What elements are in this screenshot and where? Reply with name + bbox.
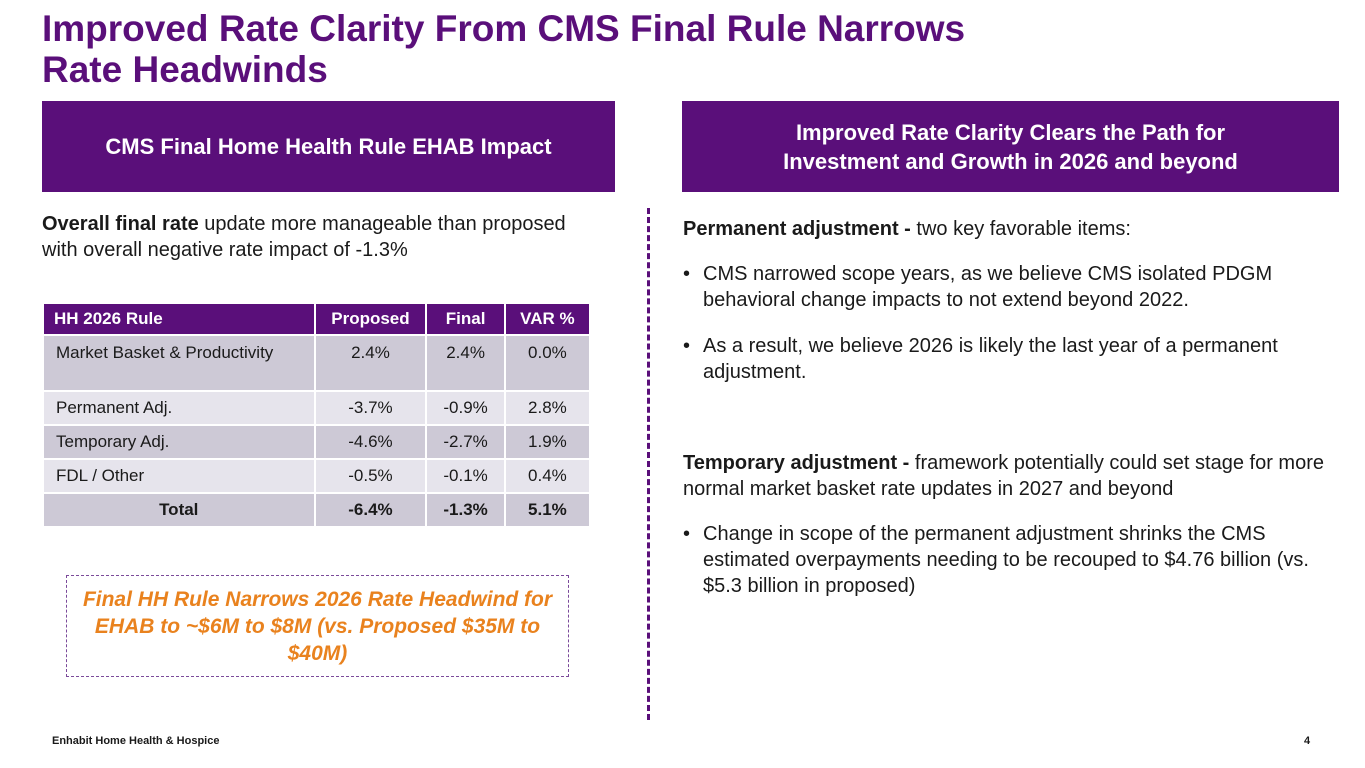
intro-text: Overall final rate update more manageabl…: [42, 211, 602, 263]
bullet-text: As a result, we believe 2026 is likely t…: [703, 335, 1278, 383]
page-number: 4: [1304, 735, 1311, 747]
permanent-rest: two key favorable items:: [910, 218, 1131, 240]
cell-final: -0.1%: [427, 460, 504, 492]
intro-rest: update more manageable than proposed wit…: [42, 213, 566, 261]
bullet-text: CMS narrowed scope years, as we believe …: [703, 263, 1273, 311]
table-row: Permanent Adj. -3.7% -0.9% 2.8%: [44, 392, 589, 424]
right-header-line-2: Investment and Growth in 2026 and beyond: [783, 148, 1238, 174]
cell-proposed: -4.6%: [315, 426, 426, 458]
vertical-divider: [647, 208, 650, 720]
bullet-text: Change in scope of the permanent adjustm…: [703, 523, 1309, 597]
table-row: Market Basket & Productivity 2.4% 2.4% 0…: [44, 336, 589, 390]
footer-company: Enhabit Home Health & Hospice: [52, 735, 220, 747]
row-label: Permanent Adj.: [44, 392, 314, 424]
table-header-row: HH 2026 Rule Proposed Final VAR %: [44, 304, 589, 334]
page-title: Improved Rate Clarity From CMS Final Rul…: [42, 8, 1142, 90]
right-header-line-1: Improved Rate Clarity Clears the Path fo…: [795, 119, 1226, 145]
col-header-rule: HH 2026 Rule: [44, 304, 314, 334]
left-section-header: CMS Final Home Health Rule EHAB Impact: [42, 101, 615, 192]
cell-var: 0.4%: [505, 460, 589, 492]
cell-final: -2.7%: [427, 426, 504, 458]
callout-text: Final HH Rule Narrows 2026 Rate Headwind…: [82, 587, 553, 665]
cell-proposed: 2.4%: [315, 336, 426, 390]
cell-final: -1.3%: [427, 494, 504, 526]
row-label: Market Basket & Productivity: [44, 336, 314, 390]
bullet-icon: •: [683, 523, 691, 545]
bullet-icon: •: [683, 263, 691, 285]
table-row: FDL / Other -0.5% -0.1% 0.4%: [44, 460, 589, 492]
intro-bold: Overall final rate: [42, 213, 199, 235]
cell-proposed: -6.4%: [315, 494, 426, 526]
rate-impact-table: HH 2026 Rule Proposed Final VAR % Market…: [42, 302, 591, 528]
cell-var: 2.8%: [505, 392, 589, 424]
title-line-1: Improved Rate Clarity From CMS Final Rul…: [42, 8, 966, 49]
col-header-final: Final: [427, 304, 504, 334]
headwind-callout: Final HH Rule Narrows 2026 Rate Headwind…: [66, 575, 569, 677]
cell-var: 1.9%: [505, 426, 589, 458]
cell-var: 0.0%: [505, 336, 589, 390]
cell-proposed: -3.7%: [315, 392, 426, 424]
cell-var: 5.1%: [505, 494, 589, 526]
row-label: Total: [44, 494, 314, 526]
permanent-bold: Permanent adjustment -: [683, 218, 911, 240]
list-item: • CMS narrowed scope years, as we believ…: [683, 261, 1348, 313]
table-row: Temporary Adj. -4.6% -2.7% 1.9%: [44, 426, 589, 458]
right-section-header: Improved Rate Clarity Clears the Path fo…: [682, 101, 1339, 192]
row-label: Temporary Adj.: [44, 426, 314, 458]
col-header-proposed: Proposed: [315, 304, 426, 334]
list-item: • Change in scope of the permanent adjus…: [683, 521, 1348, 599]
row-label: FDL / Other: [44, 460, 314, 492]
cell-proposed: -0.5%: [315, 460, 426, 492]
permanent-heading: Permanent adjustment - two key favorable…: [683, 216, 1348, 242]
temporary-bold: Temporary adjustment -: [683, 452, 910, 474]
table-total-row: Total -6.4% -1.3% 5.1%: [44, 494, 589, 526]
temporary-heading: Temporary adjustment - framework potenti…: [683, 450, 1348, 502]
left-header-text: CMS Final Home Health Rule EHAB Impact: [105, 133, 552, 159]
list-item: • As a result, we believe 2026 is likely…: [683, 333, 1348, 385]
cell-final: 2.4%: [427, 336, 504, 390]
bullet-icon: •: [683, 335, 691, 357]
col-header-var: VAR %: [505, 304, 589, 334]
title-line-2: Rate Headwinds: [42, 49, 328, 90]
temporary-rest: framework potentially could set stage fo…: [683, 452, 1324, 500]
cell-final: -0.9%: [427, 392, 504, 424]
